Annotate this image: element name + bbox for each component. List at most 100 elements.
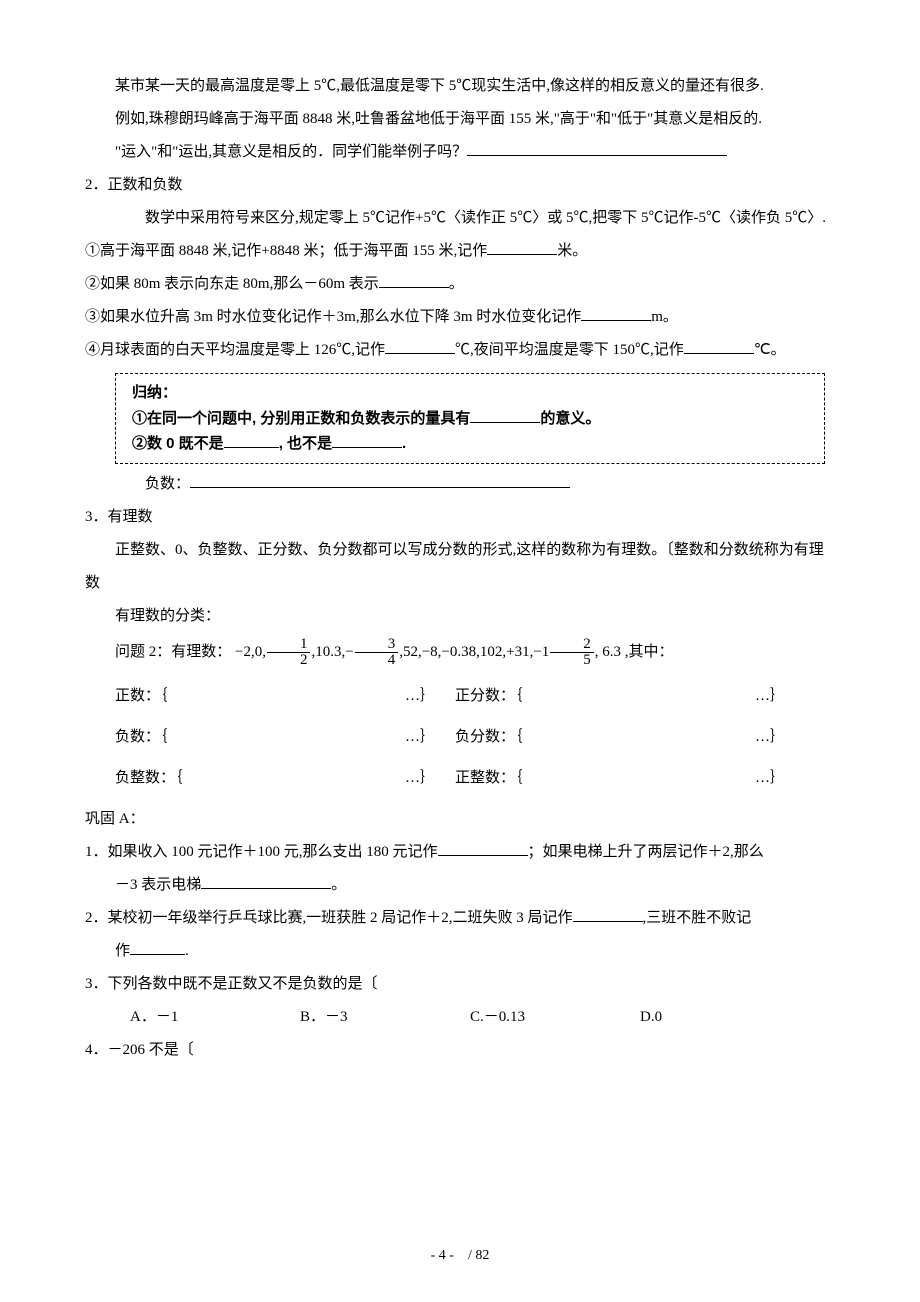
text: .: [185, 943, 189, 959]
text: ①在同一个问题中, 分别用正数和负数表示的量具有: [132, 410, 470, 427]
question-1: ①高于海平面 8848 米,记作+8848 米；低于海平面 155 米,记作 米。: [85, 235, 835, 268]
fill-blank[interactable]: [470, 407, 540, 423]
text: ①高于海平面 8848 米,记作+8848 米；低于海平面 155 米,记作: [85, 243, 487, 259]
fill-blank[interactable]: [332, 432, 402, 448]
set-close: …｝: [405, 680, 455, 713]
text: , 6.3: [595, 644, 621, 660]
negative-line: 负数：: [85, 468, 835, 501]
set-label: 负分数：｛: [455, 721, 545, 754]
gonggu-2b: 作.: [85, 935, 835, 968]
text: 。: [449, 276, 464, 292]
text: ；如果电梯上升了两层记作＋2,那么: [528, 844, 764, 860]
fill-blank[interactable]: [573, 906, 643, 922]
text: 作: [115, 943, 130, 959]
text: 米。: [557, 243, 587, 259]
summary-box: 归纳： ①在同一个问题中, 分别用正数和负数表示的量具有 的意义。 ②数 0 既不…: [115, 373, 825, 464]
fill-blank[interactable]: [467, 140, 727, 156]
text: .: [402, 435, 406, 452]
text: ℃。: [754, 342, 786, 358]
option-c[interactable]: C.－0.13: [470, 1001, 640, 1034]
text: ,52,−8,−0.38,102,+31,−1: [399, 644, 549, 660]
set-row-1: 正数：｛ …｝ 正分数：｛ …｝: [85, 680, 835, 713]
option-d[interactable]: D.0: [640, 1001, 810, 1034]
numerator: 1: [267, 637, 311, 652]
gonggu-2a: 2．某校初一年级举行乒乓球比赛,一班获胜 2 局记作＋2,二班失败 3 局记作,…: [85, 902, 835, 935]
fill-blank[interactable]: [438, 840, 528, 856]
fill-blank[interactable]: [385, 338, 455, 354]
page: . 某市某一天的最高温度是零上 5℃,最低温度是零下 5℃现实生活中,像这样的相…: [0, 0, 920, 1302]
text: ②如果 80m 表示向东走 80m,那么－60m 表示: [85, 276, 379, 292]
numerator: 3: [355, 637, 399, 652]
numerator: 2: [550, 637, 594, 652]
option-a[interactable]: A．－1: [130, 1001, 300, 1034]
fill-blank[interactable]: [684, 338, 754, 354]
header-dot: .: [459, 68, 462, 90]
gonggu-3: 3．下列各数中既不是正数又不是负数的是〔: [85, 968, 835, 1001]
fill-blank[interactable]: [190, 472, 570, 488]
text: m。: [651, 309, 678, 325]
set-label: 负整数：｛: [115, 762, 195, 795]
text: ②数 0 既不是: [132, 435, 224, 452]
paragraph-definition: 数学中采用符号来区分,规定零上 5℃记作+5℃〈读作正 5℃〉或 5℃,把零下 …: [85, 202, 835, 235]
fraction: 12: [267, 637, 311, 668]
set-close: …｝: [405, 762, 455, 795]
text: 2．某校初一年级举行乒乓球比赛,一班获胜 2 局记作＋2,二班失败 3 局记作: [85, 910, 573, 926]
fill-blank[interactable]: [130, 939, 185, 955]
set-close: …｝: [405, 721, 455, 754]
set-close: …｝: [755, 762, 785, 795]
text: , 也不是: [279, 435, 332, 452]
text: ,10.3,−: [311, 644, 353, 660]
paragraph-intro-2: 例如,珠穆朗玛峰高于海平面 8848 米,吐鲁番盆地低于海平面 155 米,"高…: [85, 103, 835, 136]
fill-blank[interactable]: [487, 239, 557, 255]
heading-2: 2．正数和负数: [85, 169, 835, 202]
box-title: 归纳：: [132, 380, 808, 406]
gonggu-1b: －3 表示电梯 。: [85, 869, 835, 902]
text: ℃,夜间平均温度是零下 150℃,记作: [455, 342, 684, 358]
set-row-2: 负数：｛ …｝ 负分数：｛ …｝: [85, 721, 835, 754]
set-label: 负数：｛: [115, 721, 195, 754]
text: 1．如果收入 100 元记作＋100 元,那么支出 180 元记作: [85, 844, 438, 860]
text: 负数：: [145, 476, 190, 492]
question-2: ②如果 80m 表示向东走 80m,那么－60m 表示 。: [85, 268, 835, 301]
text: −2,0,: [235, 644, 266, 660]
text: －3 表示电梯: [115, 877, 201, 893]
paragraph-rational: 正整数、0、负整数、正分数、负分数都可以写成分数的形式,这样的数称为有理数。〔整…: [85, 534, 835, 600]
mc-options-3: A．－1 B．－3 C.－0.13 D.0: [130, 1001, 835, 1034]
set-row-3: 负整数：｛ …｝ 正整数：｛ …｝: [85, 762, 835, 795]
denominator: 2: [267, 652, 311, 668]
set-close: …｝: [755, 721, 785, 754]
text: ,其中：: [625, 644, 674, 660]
fill-blank[interactable]: [224, 432, 279, 448]
gonggu-1a: 1．如果收入 100 元记作＋100 元,那么支出 180 元记作 ；如果电梯上升…: [85, 836, 835, 869]
fraction: 34: [355, 637, 399, 668]
set-label: 正数：｛: [115, 680, 195, 713]
option-b[interactable]: B．－3: [300, 1001, 470, 1034]
text: ,三班不胜不败记: [643, 910, 752, 926]
set-label: 正整数：｛: [455, 762, 545, 795]
fraction: 25: [550, 637, 594, 668]
fill-blank[interactable]: [201, 873, 331, 889]
box-line-2: ②数 0 既不是 , 也不是.: [132, 431, 808, 457]
text: 问题 2：有理数：: [115, 644, 231, 660]
paragraph-classify: 有理数的分类：: [85, 600, 835, 633]
text: 的意义。: [540, 410, 600, 427]
question-rational-list: 问题 2：有理数： −2,0,12,10.3,−34,52,−8,−0.38,1…: [85, 633, 835, 672]
page-footer: - 4 - / 82: [0, 1241, 920, 1272]
question-3: ③如果水位升高 3m 时水位变化记作＋3m,那么水位下降 3m 时水位变化记作 m…: [85, 301, 835, 334]
text: ③如果水位升高 3m 时水位变化记作＋3m,那么水位下降 3m 时水位变化记作: [85, 309, 581, 325]
denominator: 4: [355, 652, 399, 668]
fill-blank[interactable]: [581, 305, 651, 321]
set-label: 正分数：｛: [455, 680, 545, 713]
denominator: 5: [550, 652, 594, 668]
text: 。: [331, 877, 346, 893]
heading-3: 3．有理数: [85, 501, 835, 534]
text: "运入"和"运出,其意义是相反的．同学们能举例子吗？: [115, 144, 467, 160]
fill-blank[interactable]: [379, 272, 449, 288]
paragraph-intro-3: "运入"和"运出,其意义是相反的．同学们能举例子吗？: [85, 136, 835, 169]
box-line-1: ①在同一个问题中, 分别用正数和负数表示的量具有 的意义。: [132, 406, 808, 432]
set-close: …｝: [755, 680, 785, 713]
text: ④月球表面的白天平均温度是零上 126℃,记作: [85, 342, 385, 358]
gonggu-4: 4．－206 不是〔: [85, 1034, 835, 1067]
heading-gonggu: 巩固 A：: [85, 803, 835, 836]
question-4: ④月球表面的白天平均温度是零上 126℃,记作 ℃,夜间平均温度是零下 150℃,…: [85, 334, 835, 367]
